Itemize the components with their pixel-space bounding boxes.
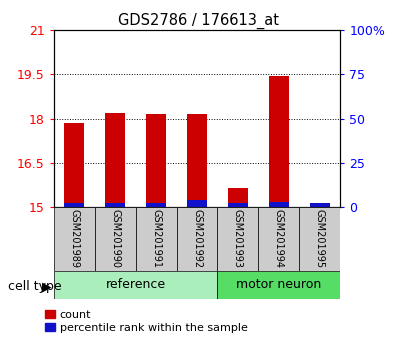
Bar xyxy=(310,204,330,207)
Bar xyxy=(187,114,207,207)
Bar xyxy=(299,207,340,271)
Bar xyxy=(217,271,340,299)
Bar xyxy=(105,113,125,207)
Legend: count, percentile rank within the sample: count, percentile rank within the sample xyxy=(45,310,248,333)
Text: GSM201990: GSM201990 xyxy=(110,210,120,268)
Bar xyxy=(228,188,248,207)
Text: reference: reference xyxy=(105,279,166,291)
Bar xyxy=(146,114,166,207)
Bar xyxy=(258,207,299,271)
Bar xyxy=(105,202,125,207)
Bar xyxy=(146,202,166,207)
Text: cell type: cell type xyxy=(8,280,62,293)
Bar xyxy=(269,76,289,207)
Text: GSM201989: GSM201989 xyxy=(69,210,79,268)
Bar xyxy=(269,202,289,207)
Text: GSM201991: GSM201991 xyxy=(151,210,161,268)
Text: motor neuron: motor neuron xyxy=(236,279,322,291)
Text: ▶: ▶ xyxy=(42,280,52,293)
Text: GSM201994: GSM201994 xyxy=(274,210,284,268)
Bar xyxy=(64,123,84,207)
Bar xyxy=(228,202,248,207)
Bar xyxy=(217,207,258,271)
Bar xyxy=(54,207,95,271)
Text: GDS2786 / 176613_at: GDS2786 / 176613_at xyxy=(119,12,279,29)
Bar xyxy=(177,207,217,271)
Text: GSM201993: GSM201993 xyxy=(233,210,243,268)
Bar xyxy=(187,200,207,207)
Text: GSM201995: GSM201995 xyxy=(315,209,325,269)
Bar xyxy=(95,207,136,271)
Bar xyxy=(136,207,177,271)
Bar xyxy=(64,202,84,207)
Bar xyxy=(54,271,217,299)
Bar xyxy=(310,202,330,207)
Text: GSM201992: GSM201992 xyxy=(192,209,202,269)
